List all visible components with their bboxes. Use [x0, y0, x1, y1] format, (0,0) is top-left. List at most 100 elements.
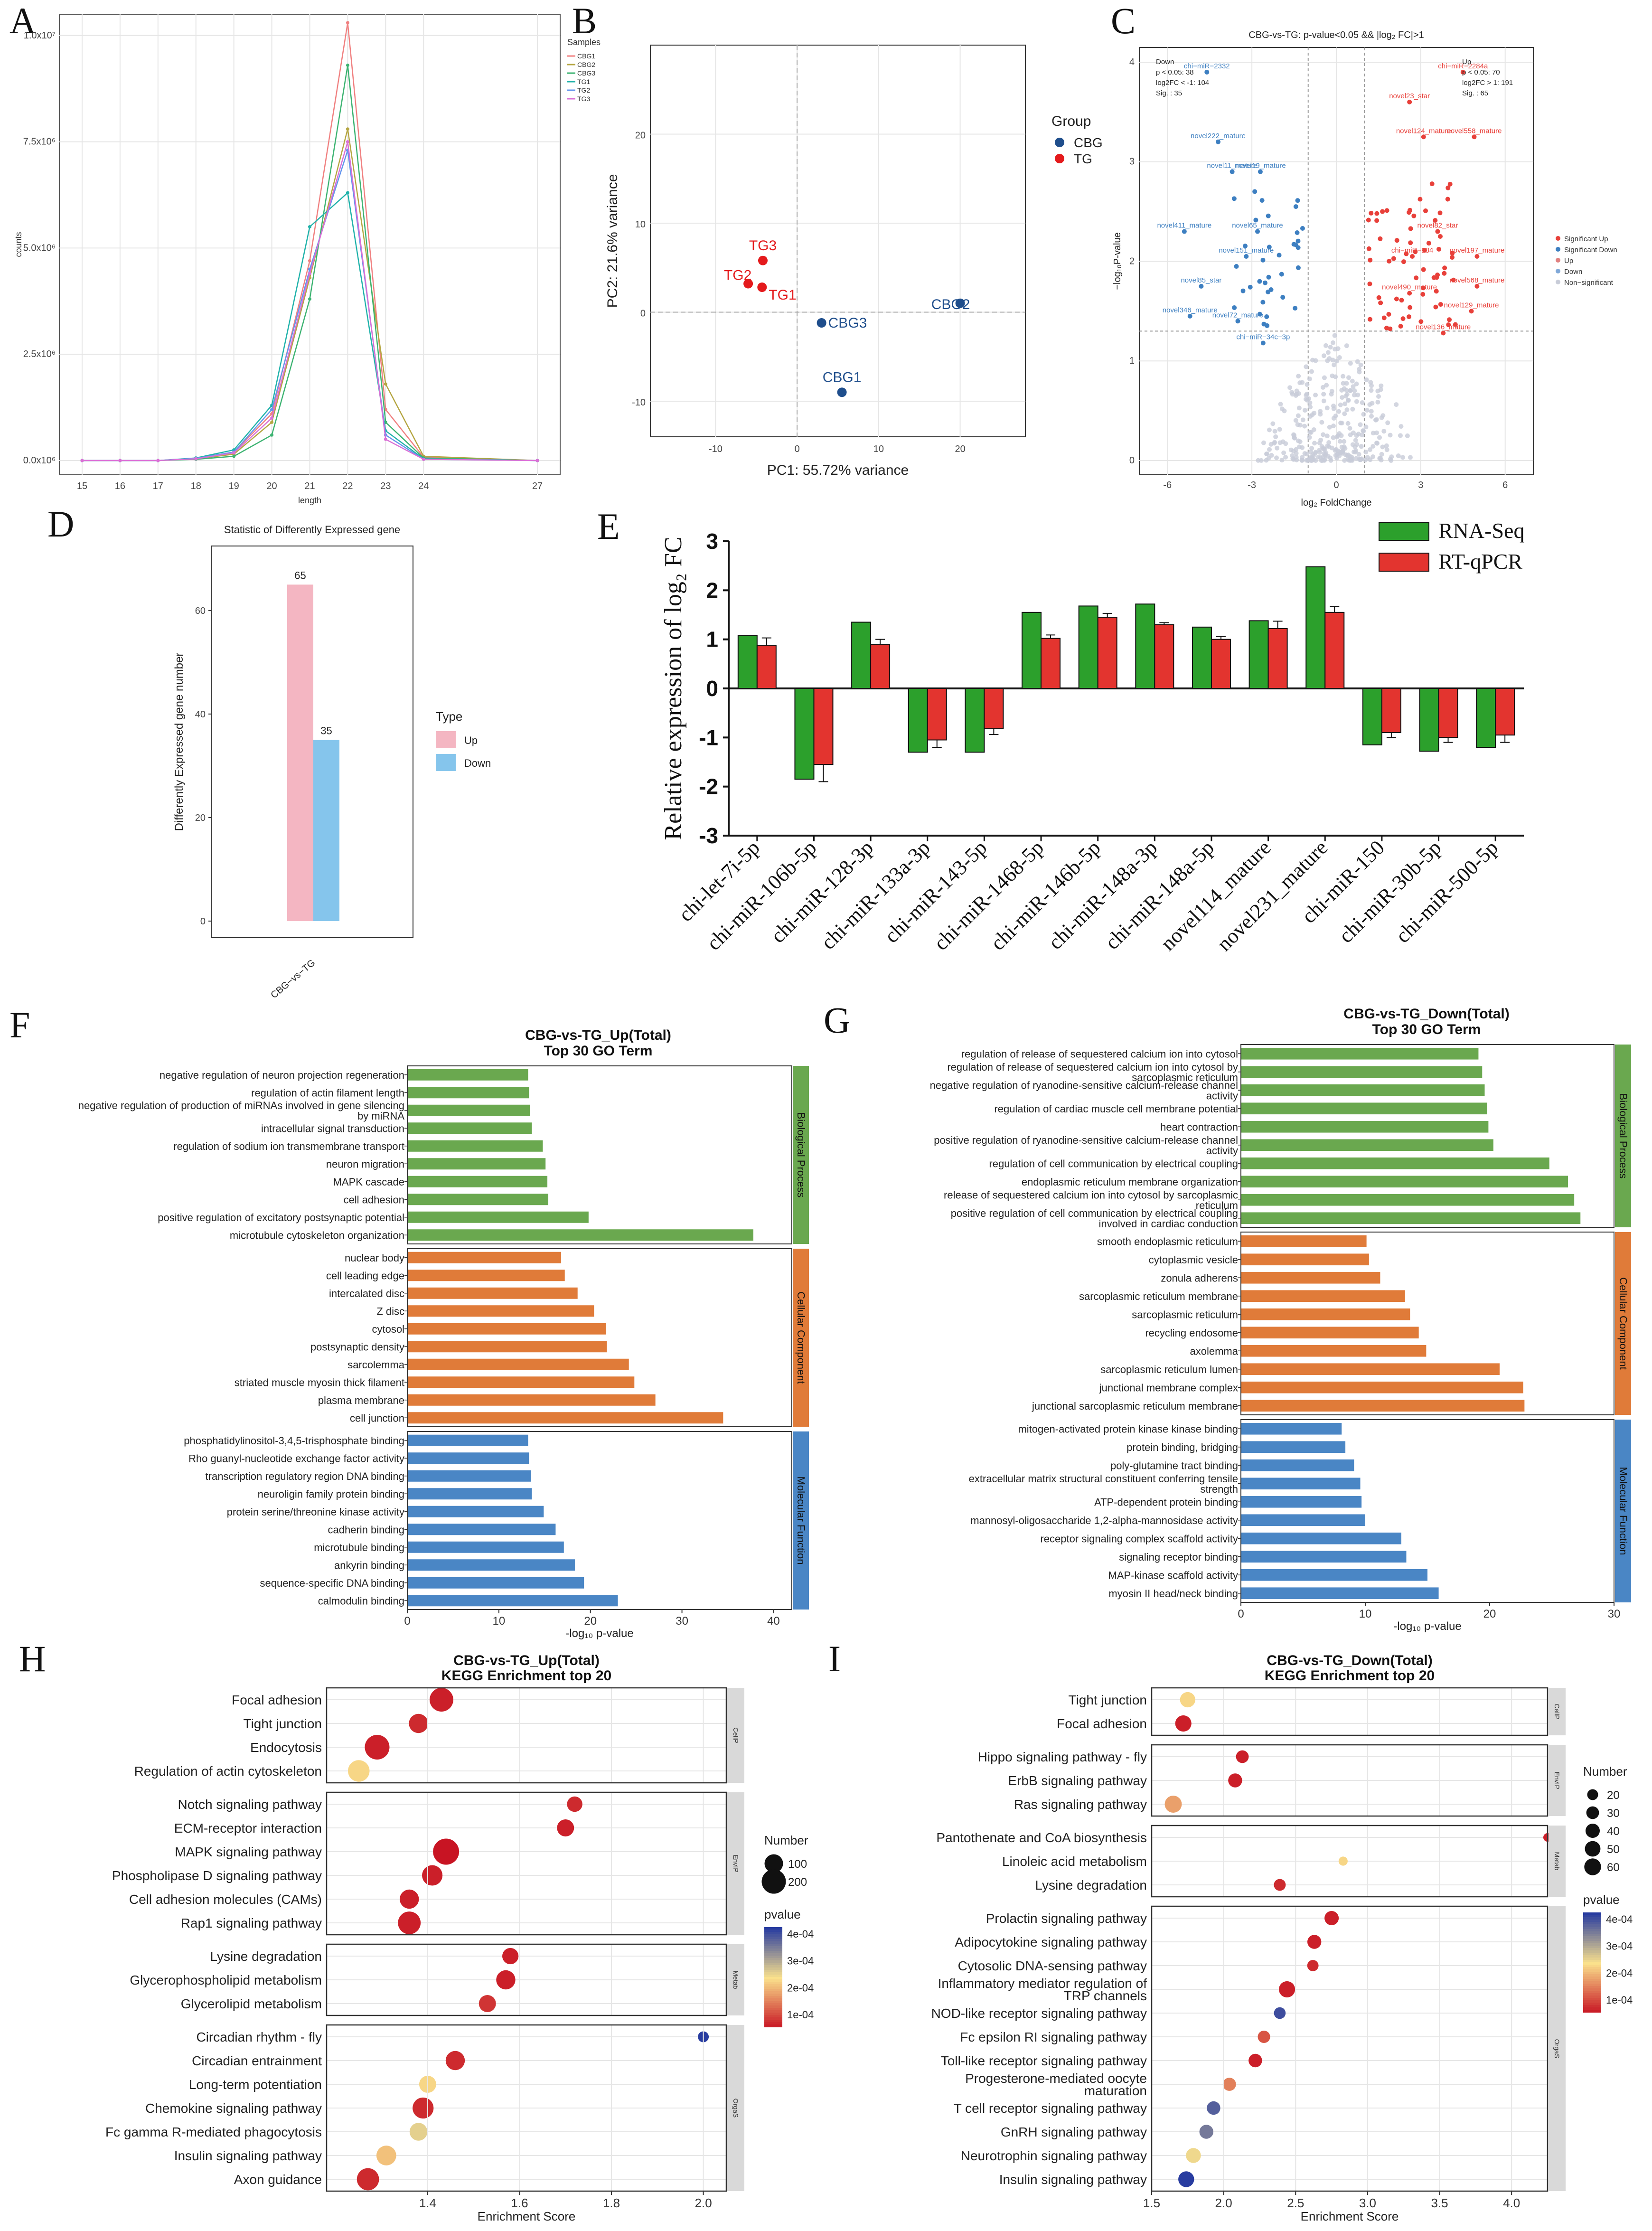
- point-label: CBG2: [931, 297, 970, 312]
- colorbar-segment: [764, 1982, 782, 1985]
- data-point: [1450, 251, 1455, 256]
- data-point: [1327, 356, 1332, 361]
- colorbar-segment: [1583, 1972, 1601, 1975]
- data-point: [1257, 279, 1262, 284]
- bar: [737, 635, 758, 689]
- data-point: [1290, 392, 1295, 397]
- data-point: [1310, 358, 1315, 363]
- data-point: [1323, 343, 1328, 348]
- data-point: [1346, 452, 1351, 458]
- colorbar-segment: [1583, 1996, 1601, 1998]
- term-label: extracellular matrix structural constitu…: [969, 1473, 1238, 1485]
- term-label: endoplasmic reticulum membrane organizat…: [1022, 1176, 1238, 1188]
- colorbar-segment: [764, 1998, 782, 2001]
- term-label: strength: [1201, 1483, 1239, 1495]
- data-point: [1243, 244, 1248, 249]
- data-point: [1379, 452, 1384, 457]
- data-point: [1449, 255, 1455, 260]
- colorbar-segment: [1583, 1936, 1601, 1939]
- data-point: [1199, 283, 1204, 289]
- data-point: [1295, 422, 1300, 427]
- bubble: [496, 1970, 516, 1990]
- x-tick-label: 0: [404, 1615, 410, 1628]
- x-tick-label: 17: [153, 481, 163, 491]
- bar: [1241, 1532, 1401, 1544]
- term-label: Axon guidance: [234, 2172, 322, 2187]
- data-point: [346, 140, 349, 144]
- data-point: [1266, 274, 1271, 280]
- x-tick-label: 1.4: [419, 2196, 436, 2210]
- data-point: [1287, 385, 1293, 390]
- legend-label: Significant Down: [1564, 246, 1617, 254]
- data-point: [535, 459, 539, 462]
- bubble: [365, 1734, 390, 1760]
- data-point: [1356, 452, 1361, 457]
- data-point: [1267, 447, 1272, 452]
- data-point: [1381, 315, 1387, 320]
- legend-swatch: [1556, 280, 1560, 284]
- point-label: TG3: [749, 238, 777, 254]
- colorbar-segment: [764, 1984, 782, 1987]
- group-strip-label: EnvIP: [1553, 1771, 1561, 1789]
- x-tick-label: 23: [380, 481, 391, 491]
- term-label: Phospholipase D signaling pathway: [112, 1868, 322, 1883]
- data-point: [1325, 443, 1330, 449]
- data-point: [1279, 272, 1284, 277]
- y-axis-title: Differently Expressed gene number: [173, 653, 186, 831]
- colorbar-segment: [764, 1939, 782, 1942]
- term-label: regulation of cell communication by elec…: [989, 1158, 1238, 1169]
- group-frame: [1240, 1044, 1614, 1228]
- data-point: [1279, 458, 1285, 463]
- colorbar-segment: [1583, 1915, 1601, 1918]
- data-point: [1369, 383, 1374, 388]
- panel-letter-a: A: [9, 0, 36, 41]
- data-point: [1380, 209, 1385, 214]
- data-point: [1261, 321, 1267, 327]
- bar: [313, 740, 339, 921]
- colorbar-segment: [764, 1949, 782, 1951]
- gene-label: novel85_star: [1181, 276, 1221, 284]
- data-point: [1388, 326, 1393, 331]
- term-label: neuroligin family protein binding: [258, 1488, 404, 1500]
- data-point: [346, 191, 349, 195]
- data-point: [1330, 340, 1335, 345]
- colorbar-segment: [764, 1975, 782, 1977]
- data-point: [1341, 374, 1346, 379]
- up-summary-text: Sig. : 65: [1462, 89, 1488, 97]
- data-point: [1278, 402, 1283, 407]
- term-label: by miRNA: [357, 1110, 404, 1122]
- data-point: [1252, 189, 1258, 194]
- colorbar-segment: [764, 2020, 782, 2023]
- bar: [407, 1252, 561, 1263]
- x-tick-label: 24: [418, 481, 429, 491]
- x-tick-label: -3: [1248, 480, 1256, 490]
- colorbar-segment: [1583, 1920, 1601, 1922]
- term-label: ATP-dependent protein binding: [1094, 1496, 1238, 1508]
- group-strip: [1615, 1045, 1631, 1227]
- colorbar-segment: [1583, 2000, 1601, 2003]
- term-label: Circadian rhythm - fly: [196, 2030, 322, 2044]
- bubble: [1236, 1750, 1249, 1763]
- bar: [407, 1394, 656, 1406]
- size-legend-label: 20: [1607, 1789, 1620, 1802]
- chart-title: CBG-vs-TG: p-value<0.05 && |log₂ FC|>1: [1248, 30, 1424, 40]
- point-label: TG2: [724, 268, 751, 283]
- data-point: [1313, 393, 1318, 398]
- data-point: [1446, 185, 1451, 190]
- group-frame: [407, 1065, 792, 1244]
- group-frame: [1151, 1825, 1549, 1898]
- colorbar-label: 1e-04: [1606, 1994, 1633, 2006]
- group-strip-label: Molecular Function: [795, 1477, 807, 1565]
- data-point: [1290, 453, 1295, 458]
- down-summary-text: Sig. : 35: [1156, 89, 1182, 97]
- data-point: [1333, 347, 1338, 352]
- bar: [407, 1087, 529, 1099]
- data-point: [1270, 421, 1276, 426]
- y-tick-label: 5.0x10⁶: [23, 243, 56, 253]
- data-point: [1283, 454, 1288, 460]
- chart-b: -10 0 10 20 -10 0 10 20 CBG1 CBG2 CBG3 TG1 TG2 TG3 PC1…: [605, 45, 1103, 478]
- x-tick-label: 10: [1359, 1608, 1372, 1620]
- data-point: [1407, 291, 1412, 296]
- data-point: [1358, 457, 1363, 462]
- x-tick-label: 19: [229, 481, 239, 491]
